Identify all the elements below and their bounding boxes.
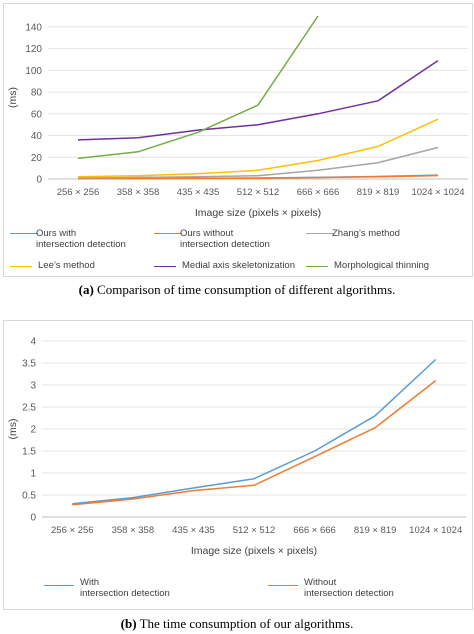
chart-a-y-tick-label: 0 <box>36 175 42 186</box>
chart-b-x-tick-label: 666 × 666 <box>293 525 336 536</box>
chart-b-x-tick-label: 1024 × 1024 <box>409 525 462 536</box>
chart-b-x-tick-label: 256 × 256 <box>51 525 94 536</box>
chart-b-x-tick-label: 819 × 819 <box>354 525 397 536</box>
chart-b-y-tick-label: 1.5 <box>22 447 36 458</box>
chart-b-series-line-2 <box>72 380 437 506</box>
chart-b-y-tick-label: 0 <box>30 513 36 524</box>
chart-b-y-tick-label: 1 <box>30 469 36 480</box>
chart-b-panel: 0 0.5 1 1.5 2 2.5 3 3.5 4 256 × 256 358 × 358 435 ×… <box>3 320 473 610</box>
chart-a-x-tick-label: 666 × 666 <box>297 187 340 198</box>
chart-a-legend-swatch <box>10 266 32 267</box>
chart-a-y-tick-label: 120 <box>25 44 42 55</box>
chart-a-x-tick-label: 435 × 435 <box>177 187 220 198</box>
chart-b-y-axis-title: (ms) <box>7 419 19 440</box>
chart-a-x-tick-label: 512 × 512 <box>237 187 280 198</box>
chart-a-plot: 0 20 40 60 80 100 120 140 256 × 256 358 × 358 435 … <box>7 15 468 219</box>
chart-b-legend-swatch <box>268 585 298 586</box>
chart-a-legend-swatch <box>10 233 38 234</box>
chart-b-caption: (b) The time consumption of our algorith… <box>0 616 474 632</box>
chart-a-y-tick-label: 20 <box>31 153 43 164</box>
chart-b-legend-swatch <box>44 585 74 586</box>
chart-b-legend-label: Without intersection detection <box>304 577 394 599</box>
chart-b-x-axis-title: Image size (pixels × pixels) <box>191 545 317 557</box>
chart-a-series-line-6 <box>77 15 319 160</box>
chart-a-legend-label: Lee’s method <box>38 260 95 271</box>
chart-b-legend-label: With intersection detection <box>80 577 170 599</box>
chart-a-x-tick-label: 358 × 358 <box>117 187 160 198</box>
chart-a-legend-label: Ours without intersection detection <box>180 228 270 250</box>
chart-a-series-line-2 <box>77 174 439 180</box>
chart-a-y-tick-label: 40 <box>31 131 43 142</box>
chart-a-caption-text: Comparison of time consumption of differ… <box>93 282 396 297</box>
chart-a-x-axis-title: Image size (pixels × pixels) <box>195 207 321 219</box>
chart-a-legend-swatch <box>306 233 334 234</box>
chart-a-x-tick-label: 1024 × 1024 <box>411 187 464 198</box>
chart-b-x-tick-label: 435 × 435 <box>172 525 215 536</box>
chart-b-legend: With intersection detection Without inter… <box>4 321 472 609</box>
chart-a-legend-label: Ours with intersection detection <box>36 228 126 250</box>
chart-b-caption-label: (b) <box>120 616 137 631</box>
chart-b-x-tick-label: 358 × 358 <box>112 525 155 536</box>
chart-a-series-line-3 <box>77 146 439 179</box>
chart-a-x-tick-label: 819 × 819 <box>357 187 400 198</box>
chart-a-legend-label: Zhang’s method <box>332 228 400 239</box>
chart-a-series-line-5 <box>77 59 439 141</box>
chart-b-series-line-1 <box>72 358 437 505</box>
chart-a-y-tick-label: 60 <box>31 109 43 120</box>
chart-a-legend-label: Morphological thinning <box>334 260 430 271</box>
chart-a-y-tick-label: 80 <box>31 88 43 99</box>
chart-a-caption: (a) Comparison of time consumption of di… <box>0 282 474 298</box>
chart-a-legend-swatch <box>154 266 176 267</box>
chart-a-caption-label: (a) <box>78 282 94 297</box>
chart-a-y-tick-label: 100 <box>25 66 42 77</box>
chart-a-panel: 0 20 40 60 80 100 120 140 256 × 256 358 × 358 435 … <box>3 3 473 277</box>
chart-b-plot: 0 0.5 1 1.5 2 2.5 3 3.5 4 256 × 256 358 × 358 435 ×… <box>7 337 466 557</box>
chart-b-y-tick-label: 3 <box>30 381 36 392</box>
chart-a-legend-swatch <box>306 266 328 267</box>
chart-a-legend-label: Medial axis skeletonization <box>182 260 296 271</box>
chart-a-y-tick-label: 140 <box>25 22 42 33</box>
chart-b-y-tick-label: 4 <box>30 337 36 348</box>
chart-a-x-tick-label: 256 × 256 <box>57 187 100 198</box>
chart-a-series-line-4 <box>77 118 439 178</box>
chart-a-y-axis-title: (ms) <box>7 87 19 108</box>
chart-a-legend: Ours with intersection detection Ours wit… <box>4 4 472 276</box>
chart-b-x-tick-label: 512 × 512 <box>233 525 276 536</box>
chart-b-caption-text: The time consumption of our algorithms. <box>136 616 354 631</box>
chart-b-y-tick-label: 2 <box>30 425 36 436</box>
chart-a-legend-swatch <box>154 233 182 234</box>
chart-b-y-tick-label: 2.5 <box>22 403 36 414</box>
chart-b-y-tick-label: 0.5 <box>22 491 36 502</box>
chart-b-y-tick-label: 3.5 <box>22 359 36 370</box>
